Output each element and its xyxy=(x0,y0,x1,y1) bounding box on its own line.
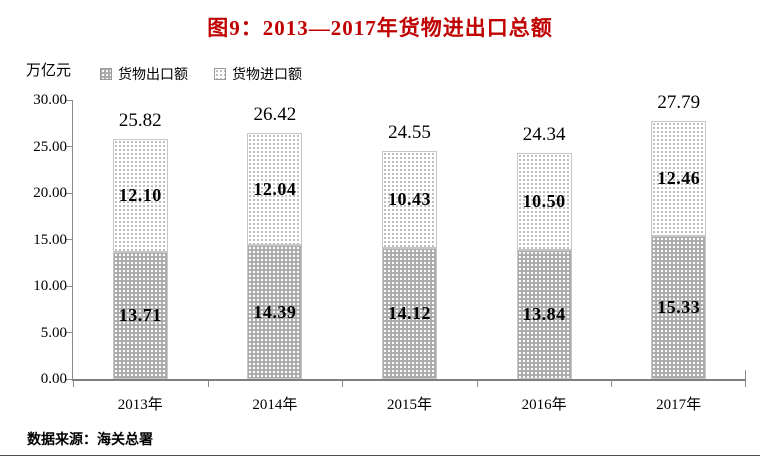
legend-item-export: 货物出口额 xyxy=(100,64,188,84)
x-axis-tick xyxy=(745,381,746,387)
import-value-label: 12.10 xyxy=(118,184,162,205)
export-bar-segment: 14.12 xyxy=(382,247,437,379)
export-value-label: 15.33 xyxy=(657,297,701,318)
import-value-label: 10.43 xyxy=(388,188,431,209)
y-axis-tick xyxy=(66,378,72,380)
total-value-label: 27.79 xyxy=(657,91,701,113)
x-axis-end-tick xyxy=(745,370,746,379)
x-axis-tick xyxy=(476,381,478,387)
y-axis-unit-label: 万亿元 xyxy=(26,63,72,79)
export-bar-segment: 13.84 xyxy=(516,250,572,379)
legend-item-import: 货物进口额 xyxy=(214,64,302,84)
total-value-label: 26.42 xyxy=(253,104,297,126)
import-bar-segment: 10.50 xyxy=(516,152,572,251)
y-axis-tick-label: 15.00 xyxy=(33,231,67,248)
import-bar-segment: 10.43 xyxy=(382,150,437,248)
plot-area: 0.00 5.00 10.00 15.00 20.00 25.00 30.00 13.71 12… xyxy=(33,92,746,413)
import-value-label: 10.50 xyxy=(522,190,566,211)
import-bar-segment: 12.46 xyxy=(651,120,707,237)
x-axis-category-label: 2017年 xyxy=(656,397,702,413)
x-axis-tick xyxy=(611,381,613,387)
import-bar-segment: 12.10 xyxy=(112,138,168,252)
total-value-label: 24.55 xyxy=(388,121,431,143)
import-series-swatch-icon xyxy=(214,68,226,80)
y-axis-tick-label: 30.00 xyxy=(33,92,67,108)
total-value-label: 25.82 xyxy=(118,109,162,131)
chart-title: 图9：2013—2017年货物进出口总额 xyxy=(207,16,553,40)
total-value-label: 24.34 xyxy=(522,123,566,145)
y-axis-tick xyxy=(66,99,72,101)
export-value-label: 13.71 xyxy=(118,304,162,325)
export-bar-segment: 15.33 xyxy=(651,236,707,379)
import-value-label: 12.46 xyxy=(657,168,701,188)
export-bar-segment: 14.39 xyxy=(247,245,303,379)
import-value-label: 12.04 xyxy=(253,178,297,199)
data-source-note: 数据来源：海关总署 xyxy=(27,431,153,447)
y-axis-tick-label: 10.00 xyxy=(33,278,67,294)
y-axis-tick-label: 20.00 xyxy=(33,185,67,201)
y-axis-tick-label: 0.00 xyxy=(40,371,67,387)
legend-label-export: 货物出口额 xyxy=(118,68,188,83)
export-value-label: 13.84 xyxy=(522,304,566,325)
export-bar-segment: 13.71 xyxy=(112,251,168,379)
x-axis-category-label: 2014年 xyxy=(252,397,298,413)
x-axis-category-label: 2013年 xyxy=(117,397,163,413)
y-axis-tick xyxy=(66,239,72,240)
x-axis-tick xyxy=(207,381,209,387)
export-value-label: 14.12 xyxy=(388,302,431,323)
legend: 货物出口额 货物进口额 xyxy=(100,64,302,84)
y-axis-tick-label: 5.00 xyxy=(40,324,67,341)
y-axis-tick-label: 25.00 xyxy=(33,138,67,155)
y-axis-tick xyxy=(66,192,72,194)
export-series-swatch-icon xyxy=(100,68,112,80)
x-axis-tick xyxy=(342,381,344,387)
legend-label-import: 货物进口额 xyxy=(232,68,302,83)
x-axis-category-label: 2016年 xyxy=(521,397,567,413)
bottom-divider xyxy=(0,455,760,456)
export-value-label: 14.39 xyxy=(253,301,297,322)
import-bar-segment: 12.04 xyxy=(247,133,303,246)
y-axis-tick xyxy=(66,332,72,333)
y-axis-tick xyxy=(66,285,72,287)
y-axis-tick xyxy=(66,146,72,147)
x-axis-category-label: 2015年 xyxy=(386,397,432,413)
x-axis-tick xyxy=(73,381,74,387)
